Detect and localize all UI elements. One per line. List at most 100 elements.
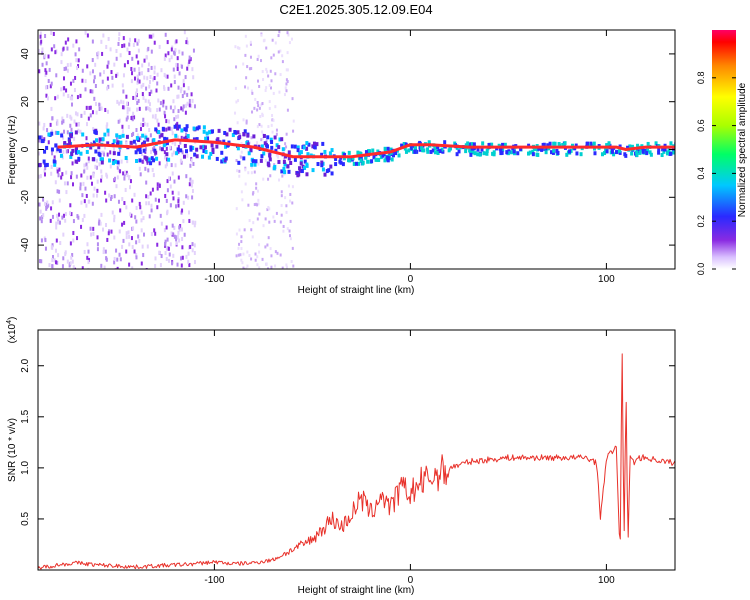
heatmap-cell — [618, 144, 622, 149]
heatmap-cell — [167, 119, 170, 124]
heatmap-cell — [95, 165, 98, 170]
heatmap-cell — [62, 256, 65, 261]
heatmap-cell — [157, 130, 161, 135]
heatmap-cell — [153, 65, 156, 70]
heatmap-cell — [272, 118, 275, 122]
heatmap-cell — [126, 110, 129, 115]
heatmap-cell — [238, 46, 241, 50]
heatmap-cell — [274, 148, 278, 153]
heatmap-cell — [277, 34, 280, 38]
heatmap-cell — [280, 169, 284, 174]
heatmap-cell — [173, 74, 176, 79]
heatmap-cell — [86, 175, 89, 180]
heatmap-cell — [188, 218, 191, 223]
heatmap-cell — [263, 38, 266, 42]
heatmap-cell — [70, 152, 74, 157]
heatmap-cell — [191, 195, 194, 200]
heatmap-cell — [556, 150, 560, 155]
heatmap-cell — [123, 105, 126, 110]
heatmap-cell — [375, 157, 379, 162]
heatmap-cell — [624, 153, 628, 158]
heatmap-cell — [191, 242, 194, 247]
heatmap-cell — [260, 124, 263, 128]
heatmap-cell — [50, 47, 53, 52]
heatmap-cell — [291, 185, 294, 189]
heatmap-cell — [81, 193, 84, 198]
heatmap-cell — [44, 246, 47, 251]
heatmap-cell — [209, 151, 213, 156]
heatmap-cell — [96, 188, 99, 193]
heatmap-cell — [44, 201, 47, 206]
heatmap-cell — [180, 128, 184, 133]
heatmap-cell — [441, 149, 445, 154]
heatmap-cell — [42, 126, 45, 131]
heatmap-cell — [103, 132, 107, 137]
heatmap-cell — [121, 124, 124, 129]
heatmap-cell — [204, 136, 208, 141]
heatmap-cell — [103, 145, 106, 150]
heatmap-cell — [175, 235, 178, 240]
heatmap-cell — [91, 69, 94, 74]
heatmap-cell — [155, 156, 159, 161]
heatmap-cell — [113, 256, 116, 261]
heatmap-cell — [153, 40, 156, 45]
heatmap-cell — [248, 141, 251, 145]
heatmap-cell — [102, 250, 105, 255]
heatmap-cell — [51, 264, 54, 269]
heatmap-cell — [177, 135, 180, 140]
heatmap-cell — [63, 86, 66, 91]
heatmap-cell — [128, 51, 131, 56]
heatmap-cell — [66, 113, 69, 118]
heatmap-cell — [60, 175, 63, 180]
spectrogram-x-tick-label: -100 — [204, 274, 224, 285]
heatmap-cell — [123, 201, 126, 206]
heatmap-cell — [50, 81, 53, 86]
heatmap-cell — [394, 151, 398, 156]
heatmap-cell — [79, 186, 82, 191]
heatmap-cell — [296, 148, 300, 153]
heatmap-cell — [154, 197, 157, 202]
heatmap-cell — [70, 255, 73, 260]
heatmap-cell — [254, 258, 257, 262]
heatmap-cell — [548, 141, 552, 146]
heatmap-cell — [253, 203, 256, 207]
heatmap-cell — [188, 59, 191, 64]
heatmap-cell — [71, 102, 74, 107]
heatmap-cell — [54, 180, 57, 185]
heatmap-cell — [116, 266, 119, 269]
heatmap-cell — [298, 151, 302, 156]
heatmap-cell — [94, 164, 97, 169]
heatmap-cell — [185, 124, 189, 129]
heatmap-cell — [162, 143, 166, 148]
heatmap-cell — [123, 63, 126, 68]
heatmap-cell — [169, 105, 172, 110]
heatmap-cell — [630, 151, 634, 156]
heatmap-cell — [148, 214, 151, 219]
heatmap-cell — [150, 89, 153, 94]
heatmap-cell — [270, 79, 273, 83]
heatmap-cell — [180, 106, 183, 111]
heatmap-cell — [298, 168, 302, 173]
heatmap-cell — [172, 67, 175, 72]
heatmap-cell — [80, 113, 83, 118]
heatmap-cell — [277, 155, 280, 159]
heatmap-cell — [248, 254, 251, 258]
heatmap-cell — [58, 220, 61, 225]
heatmap-cell — [476, 147, 480, 152]
heatmap-cell — [420, 145, 424, 150]
heatmap-cell — [638, 150, 642, 155]
heatmap-cell — [142, 95, 145, 100]
heatmap-cell — [182, 200, 185, 205]
heatmap-cell — [75, 122, 78, 127]
heatmap-cell — [371, 148, 375, 153]
heatmap-cell — [231, 133, 235, 138]
heatmap-cell — [173, 117, 176, 122]
heatmap-cell — [83, 169, 86, 174]
heatmap-cell — [138, 106, 141, 111]
heatmap-cell — [128, 242, 131, 247]
heatmap-cell — [512, 149, 516, 154]
heatmap-cell — [183, 136, 187, 141]
heatmap-cell — [115, 248, 118, 253]
heatmap-cell — [47, 132, 51, 137]
heatmap-cell — [262, 78, 265, 82]
